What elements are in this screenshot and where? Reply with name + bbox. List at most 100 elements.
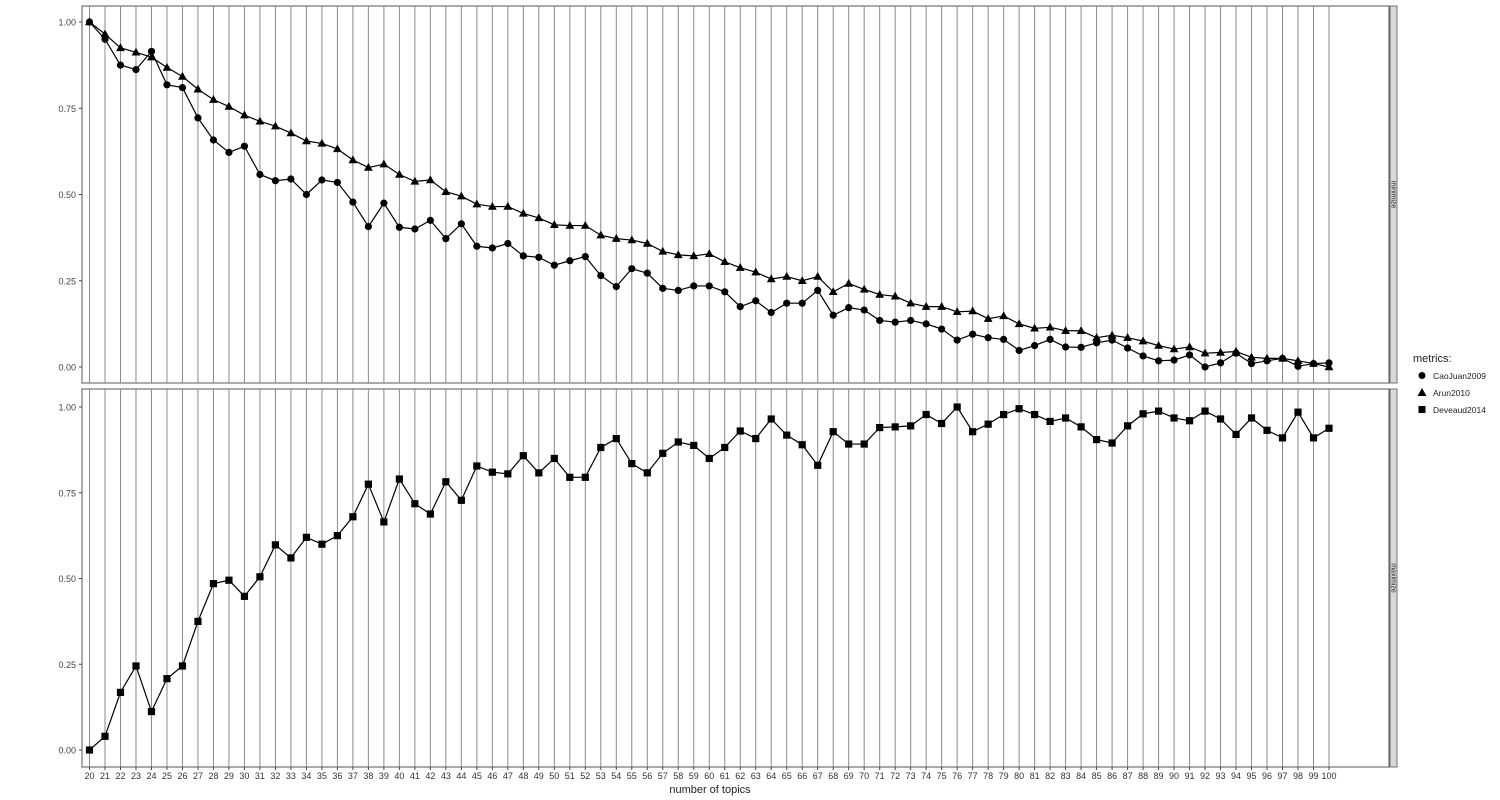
point-Arun2010-28 [209,95,218,103]
x-tick-label: 53 [596,771,606,781]
point-CaoJuan2009-90 [1170,356,1178,364]
point-Arun2010-83 [1061,326,1071,334]
x-tick-label: 24 [146,771,156,781]
legend-item-caojuan2009: CaoJuan2009 [1418,371,1486,381]
x-tick-label: 63 [751,771,761,781]
point-Deveaud2014-64 [767,415,775,423]
point-Deveaud2014-39 [380,518,388,526]
point-Arun2010-87 [1123,333,1132,341]
strip-label-minimize: minimize [1390,181,1397,209]
x-tick-label: 80 [1014,771,1024,781]
point-Deveaud2014-41 [411,500,419,508]
point-Deveaud2014-62 [736,427,744,435]
x-tick-label: 37 [348,771,358,781]
x-tick-label: 52 [580,771,590,781]
x-tick-label: 56 [642,771,652,781]
point-Arun2010-51 [565,220,575,229]
point-Deveaud2014-38 [364,480,372,488]
point-Deveaud2014-95 [1247,414,1256,422]
point-Deveaud2014-33 [287,554,295,562]
x-tick-label: 88 [1138,771,1148,781]
point-Deveaud2014-37 [349,513,357,521]
x-tick-label: 58 [673,771,683,781]
x-tick-label: 40 [394,771,404,781]
point-Deveaud2014-21 [101,732,109,740]
point-Deveaud2014-87 [1123,422,1132,430]
strip-maximize [1389,388,1398,768]
point-Arun2010-33 [286,128,296,137]
x-tick-label: 99 [1308,771,1318,781]
point-CaoJuan2009-38 [364,222,372,231]
point-Arun2010-76 [952,307,962,315]
point-CaoJuan2009-83 [1062,343,1070,351]
point-Arun2010-50 [549,220,559,229]
x-tick-label: 98 [1293,771,1303,781]
point-Arun2010-75 [937,302,947,310]
point-Deveaud2014-47 [504,470,512,478]
point-Deveaud2014-56 [643,469,651,477]
point-Deveaud2014-92 [1201,407,1209,415]
point-CaoJuan2009-51 [566,257,574,265]
x-tick-label: 82 [1045,771,1055,781]
point-CaoJuan2009-67 [814,286,822,295]
x-tick-label: 51 [565,771,575,781]
point-Deveaud2014-83 [1062,414,1070,422]
point-Deveaud2014-51 [566,473,574,481]
point-Arun2010-91 [1185,342,1194,351]
point-CaoJuan2009-54 [612,283,620,291]
point-Deveaud2014-68 [829,428,837,436]
x-tick-label: 26 [177,771,187,781]
point-CaoJuan2009-68 [829,311,837,319]
point-Deveaud2014-32 [271,541,280,549]
point-Deveaud2014-70 [860,440,868,448]
point-CaoJuan2009-60 [705,282,713,290]
legend-triangle-marker [1417,388,1427,396]
point-CaoJuan2009-77 [969,330,977,338]
point-Arun2010-60 [704,249,714,258]
point-CaoJuan2009-74 [922,320,930,328]
point-CaoJuan2009-29 [225,148,233,157]
point-Arun2010-90 [1169,344,1179,353]
y-tick-label: 0.25 [58,276,76,286]
x-tick-label: 49 [534,771,544,781]
y-tick-label: 0.00 [58,363,76,373]
point-CaoJuan2009-95 [1247,359,1256,368]
x-tick-label: 20 [84,771,94,781]
point-Arun2010-46 [487,201,497,210]
x-tick-label: 27 [193,771,203,781]
x-tick-label: 31 [255,771,265,781]
x-tick-label: 43 [441,771,451,781]
point-Arun2010-58 [673,250,683,259]
point-Deveaud2014-86 [1108,439,1116,447]
point-CaoJuan2009-43 [442,235,450,243]
point-Deveaud2014-73 [907,422,915,430]
point-CaoJuan2009-87 [1123,344,1132,352]
point-Arun2010-59 [689,251,699,260]
point-CaoJuan2009-50 [550,261,558,269]
x-tick-label: 61 [720,771,730,781]
point-Deveaud2014-76 [953,403,961,411]
point-Arun2010-77 [968,306,978,315]
point-CaoJuan2009-85 [1092,339,1101,347]
point-Deveaud2014-57 [659,449,667,457]
point-CaoJuan2009-44 [457,220,465,228]
x-tick-label: 50 [549,771,559,781]
x-tick-label: 93 [1216,771,1226,781]
x-tick-label: 41 [410,771,420,781]
point-Arun2010-54 [611,234,621,242]
strip-label-maximize: maximize [1390,563,1397,593]
point-Deveaud2014-85 [1092,435,1101,444]
point-CaoJuan2009-79 [1000,335,1008,343]
point-Arun2010-81 [1030,323,1040,332]
point-Arun2010-41 [410,176,420,185]
point-Deveaud2014-99 [1309,434,1318,442]
legend-item-arun2010: Arun2010 [1417,388,1470,398]
point-Deveaud2014-25 [163,675,171,683]
x-tick-label: 83 [1061,771,1071,781]
point-Deveaud2014-90 [1170,414,1178,422]
point-Arun2010-80 [1014,319,1024,328]
legend-item-deveaud2014: Deveaud2014 [1418,405,1486,415]
y-axis-maximize: 0.00 0.25 0.50 0.75 1.00 [58,403,82,756]
x-tick-label: 68 [828,771,838,781]
panel-maximize-border [81,388,1390,768]
